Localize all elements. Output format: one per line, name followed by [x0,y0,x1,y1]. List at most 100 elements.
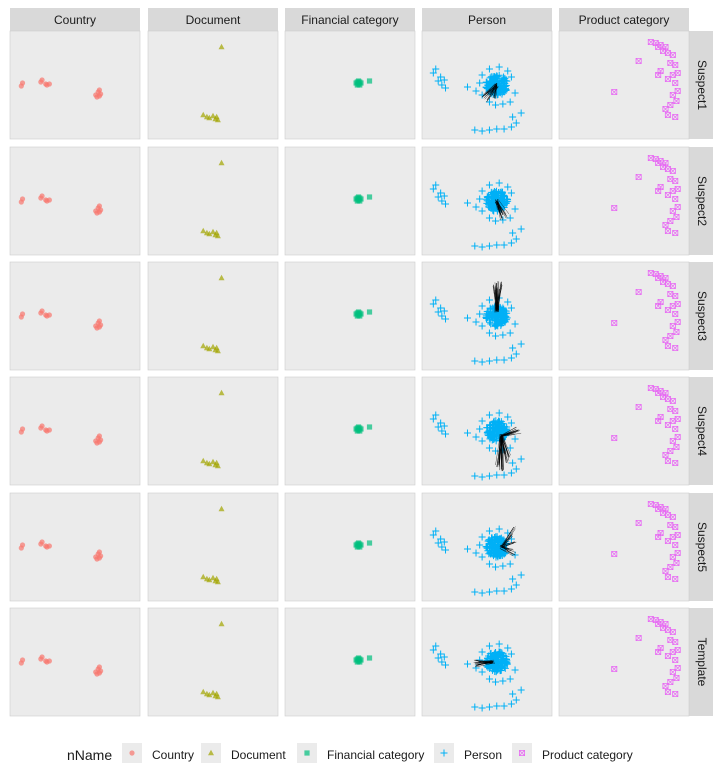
data-point [669,92,676,98]
data-point [495,421,503,429]
data-point [667,218,674,224]
data-point [437,73,445,81]
data-point [434,654,442,662]
data-point [487,649,495,657]
data-point [440,653,448,661]
data-point [463,199,471,207]
data-point [494,193,502,201]
data-point [660,510,667,516]
data-point [664,574,671,580]
data-point [463,429,471,437]
data-point [206,576,213,583]
data-point [496,650,504,658]
data-point [672,196,679,202]
data-point [214,347,221,354]
data-point [511,666,519,674]
data-point [438,81,446,89]
data-point [484,193,492,201]
data-point [672,524,679,530]
data-point [200,688,207,695]
edge-line [502,546,516,553]
column-strip-document [148,8,278,31]
legend-marker-document [208,749,214,756]
data-point [493,356,501,364]
data-point [434,539,442,547]
data-point [664,307,671,313]
edge-line [491,84,498,96]
data-point [495,179,503,187]
data-point [476,195,484,203]
data-point [660,279,667,285]
data-point [509,575,517,583]
edge-line [501,437,511,458]
data-point [442,84,450,92]
data-point [486,198,494,206]
data-point [611,205,618,211]
legend-label-document: Document [231,748,286,762]
data-point [655,534,662,540]
data-point [664,538,671,544]
data-point [39,423,45,429]
data-point [660,625,667,631]
data-point [504,196,512,204]
edge-line [501,426,517,436]
data-point [485,357,493,365]
data-point [19,657,26,663]
data-point [501,664,509,672]
data-point [485,98,493,106]
data-point [98,322,104,328]
data-point [96,433,102,439]
data-point [485,411,493,419]
data-point [662,337,669,343]
panel-background [9,376,141,486]
data-point [19,80,26,86]
data-point [492,332,500,340]
panel-suspect3-financial-category [284,261,416,371]
data-point [210,574,216,581]
data-point [218,43,225,50]
data-point [499,331,507,339]
data-point [507,419,515,427]
data-point [674,434,681,440]
data-point [478,553,486,561]
data-point [492,649,500,657]
data-point [611,320,618,326]
data-point [669,534,676,540]
panel-background [558,607,690,717]
data-point [482,313,490,321]
edge-line [499,548,515,555]
panel-suspect1-person [421,30,553,140]
data-point [487,80,495,88]
data-point [496,311,504,319]
data-point [210,458,216,465]
data-point [497,311,505,319]
panel-background [284,146,416,256]
data-point [672,408,679,414]
data-point [485,527,493,535]
data-point [487,320,495,328]
panel-suspect1-product-category [558,30,690,140]
data-point [667,679,674,685]
data-point [485,126,493,134]
data-point [478,704,486,712]
data-point [635,520,642,526]
data-point [366,424,373,430]
data-point [503,659,511,667]
data-point [366,655,373,661]
data-point [366,309,373,315]
data-point [673,214,680,220]
data-point [664,76,671,82]
data-point [667,102,674,108]
panel-suspect1-country [9,30,141,140]
data-point [499,100,507,108]
data-point [442,546,450,554]
column-strip-label: Person [468,13,506,27]
data-point [494,654,502,662]
data-point [512,235,520,243]
data-point [517,340,525,348]
data-point [485,588,493,596]
data-point [660,394,667,400]
legend-marker-product-category [519,750,525,756]
data-point [500,125,508,133]
data-point [438,197,446,205]
